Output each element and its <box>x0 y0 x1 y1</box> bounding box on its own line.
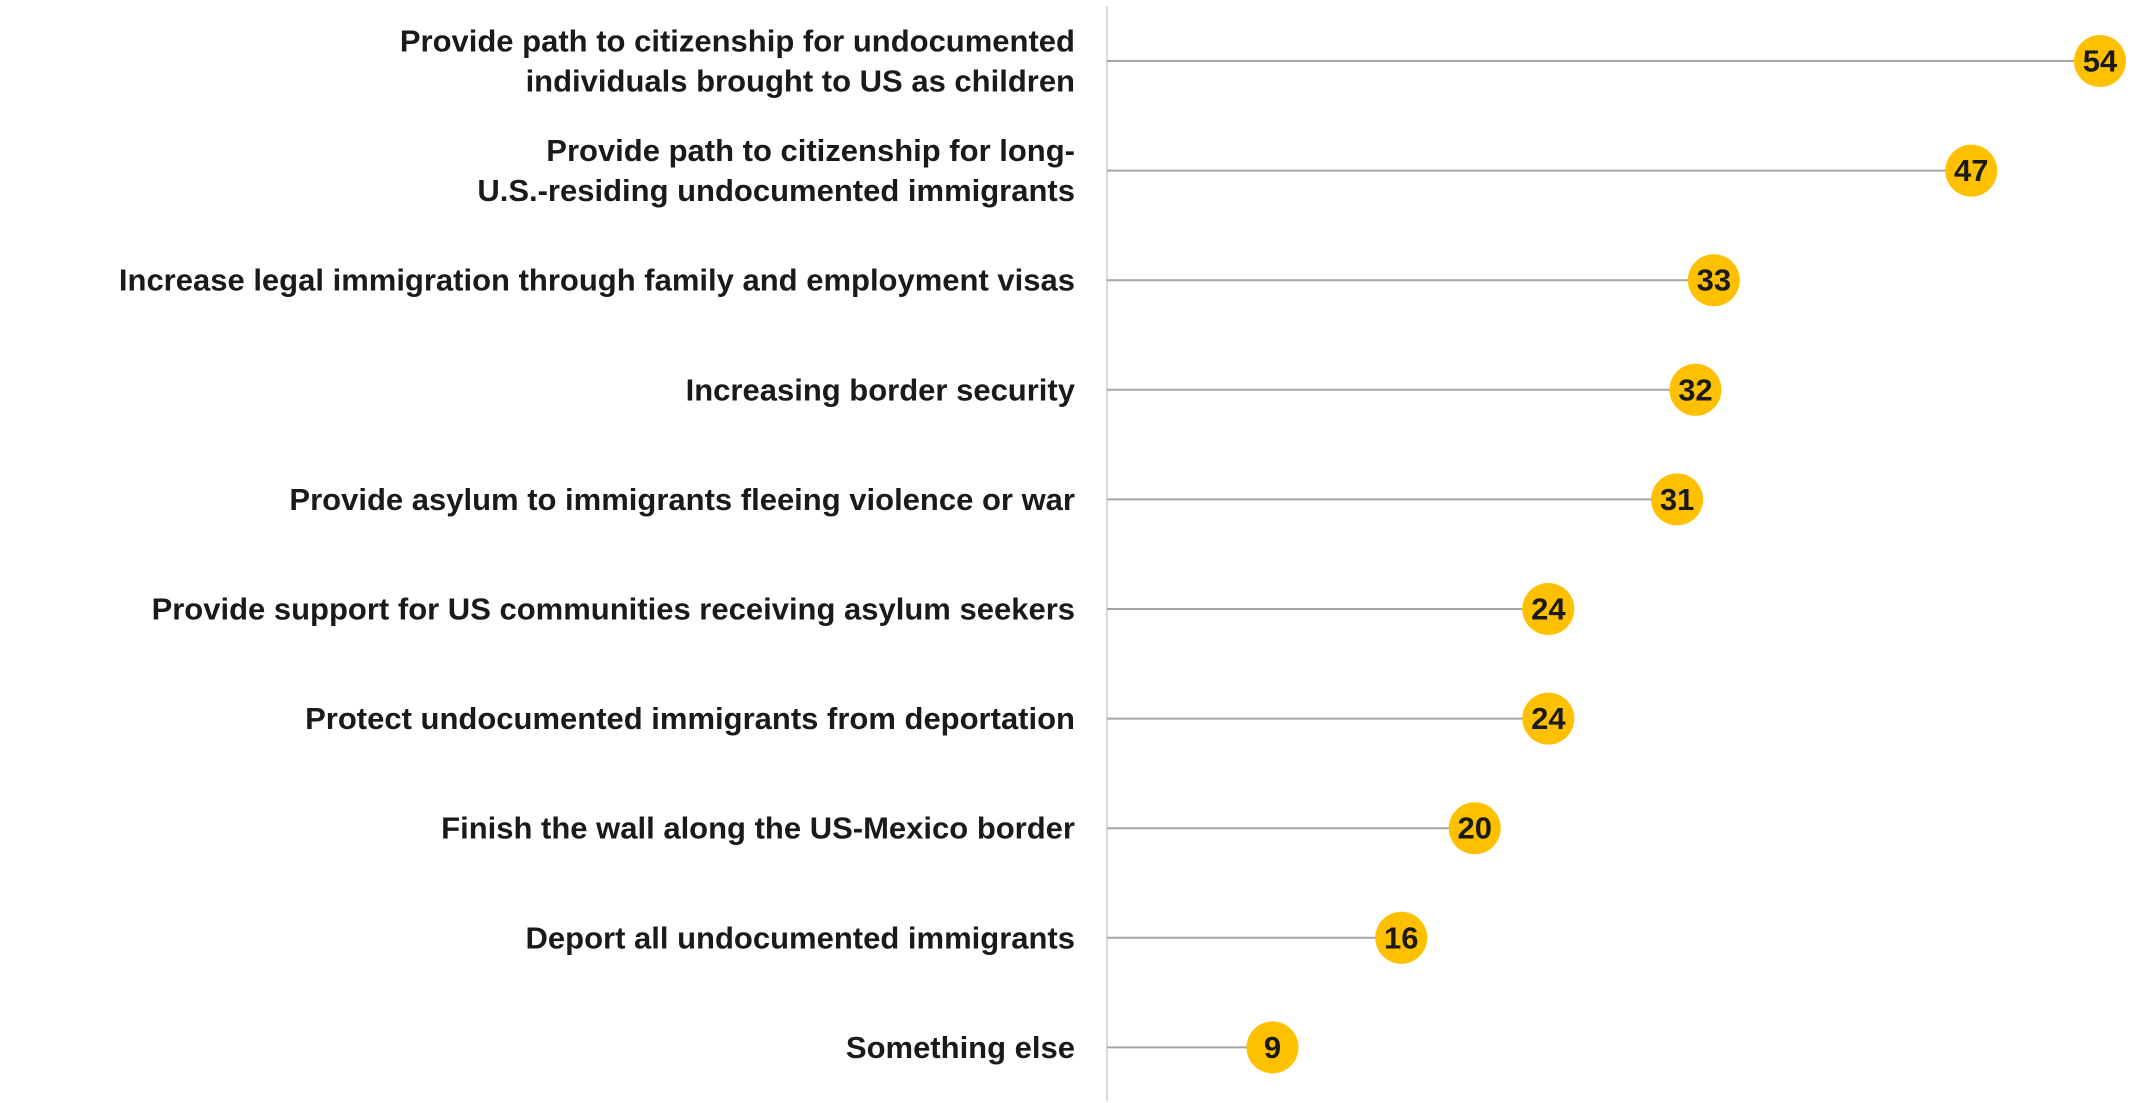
value-label: 16 <box>1384 920 1418 955</box>
value-label: 24 <box>1531 701 1566 736</box>
category-label-line: Finish the wall along the US-Mexico bord… <box>441 811 1075 846</box>
category-label-line: Something else <box>846 1030 1075 1065</box>
lollipop-marker <box>1448 802 1501 855</box>
category-label: Increase legal immigration through famil… <box>119 263 1075 298</box>
category-label-line: Increase legal immigration through famil… <box>119 263 1075 298</box>
chart-row: Finish the wall along the US-Mexico bord… <box>441 802 1501 855</box>
category-label: Protect undocumented immigrants from dep… <box>305 701 1075 736</box>
chart-row: Increase legal immigration through famil… <box>119 254 1740 307</box>
value-label: 9 <box>1264 1030 1281 1065</box>
lollipop-marker <box>2074 35 2126 87</box>
value-label: 31 <box>1660 482 1694 517</box>
lollipop-marker <box>1522 692 1575 745</box>
category-label-line: Increasing border security <box>686 372 1076 407</box>
chart-rows: Provide path to citizenship for undocume… <box>119 24 2126 1074</box>
category-label-line: U.S.-residing undocumented immigrants <box>477 173 1075 208</box>
value-label: 54 <box>2083 44 2118 79</box>
value-label: 24 <box>1531 592 1566 627</box>
value-label: 47 <box>1954 153 1988 188</box>
lollipop-marker <box>1246 1021 1299 1074</box>
category-label: Increasing border security <box>686 372 1076 407</box>
category-label-line: Provide asylum to immigrants fleeing vio… <box>289 482 1075 517</box>
category-label: Provide support for US communities recei… <box>152 592 1075 627</box>
category-label: Provide path to citizenship for long- U.S… <box>477 133 1075 208</box>
category-label-line: Provide support for US communities recei… <box>152 592 1075 627</box>
category-label-line: Deport all undocumented immigrants <box>526 920 1075 955</box>
category-label: Finish the wall along the US-Mexico bord… <box>441 811 1075 846</box>
category-label-line: Protect undocumented immigrants from dep… <box>305 701 1075 736</box>
category-label-line: Provide path to citizenship for undocume… <box>400 24 1075 59</box>
category-label-line: Provide path to citizenship for long- <box>546 133 1075 168</box>
chart-row: Deport all undocumented immigrants 16 <box>526 911 1428 964</box>
lollipop-marker <box>1375 911 1428 964</box>
category-label: Provide asylum to immigrants fleeing vio… <box>289 482 1075 517</box>
chart-row: Provide path to citizenship for long- U.S… <box>477 133 1998 208</box>
chart-row: Provide support for US communities recei… <box>152 583 1575 635</box>
lollipop-marker <box>1687 254 1740 307</box>
lollipop-marker <box>1669 363 1722 416</box>
chart-row: Increasing border security 32 <box>686 363 1722 416</box>
lollipop-marker <box>1651 473 1704 526</box>
chart-row: Protect undocumented immigrants from dep… <box>305 692 1575 745</box>
chart-row: Provide path to citizenship for undocume… <box>400 24 2126 99</box>
category-label: Deport all undocumented immigrants <box>526 920 1075 955</box>
lollipop-marker <box>1945 144 1998 197</box>
category-label: Something else <box>846 1030 1075 1065</box>
value-label: 20 <box>1458 811 1492 846</box>
category-label: Provide path to citizenship for undocume… <box>400 24 1075 99</box>
category-label-line: individuals brought to US as children <box>526 64 1075 99</box>
lollipop-marker <box>1522 583 1575 635</box>
value-label: 32 <box>1678 372 1712 407</box>
chart-row: Provide asylum to immigrants fleeing vio… <box>289 473 1704 526</box>
chart-row: Something else 9 <box>846 1021 1299 1074</box>
value-label: 33 <box>1697 263 1731 298</box>
